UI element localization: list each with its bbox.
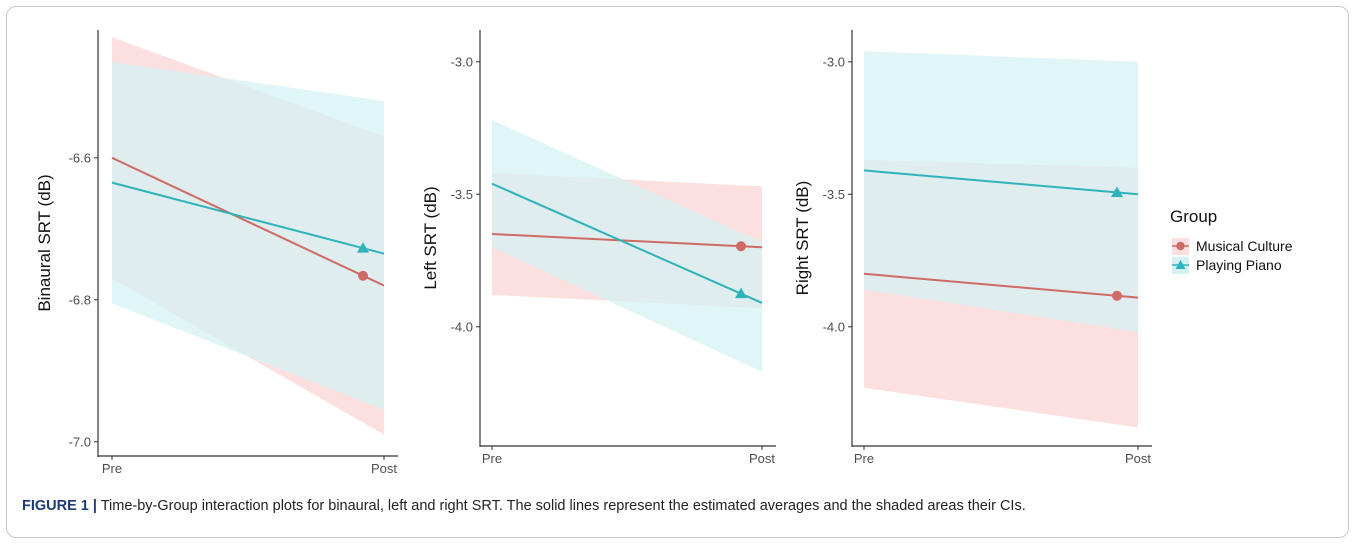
y-tick-label: -6.6	[69, 150, 91, 165]
legend-label: Musical Culture	[1196, 238, 1293, 254]
y-axis-title: Binaural SRT (dB)	[35, 174, 54, 311]
y-tick-label: -3.5	[823, 187, 845, 202]
ci-band-playing-piano	[112, 61, 384, 410]
series-line-musical-culture	[491, 233, 763, 249]
legend: Group Musical Culture Playing Piano	[1170, 207, 1293, 274]
ci-band-playing-piano	[492, 120, 762, 372]
legend-marker-triangle	[1175, 260, 1186, 269]
ci-band-playing-piano	[864, 51, 1138, 333]
panel-3: -3.0 -3.5 -4.0 Pre Post Right SRT (dB)	[793, 30, 1152, 466]
series-line-playing-piano	[491, 182, 763, 304]
series-line-musical-culture	[863, 272, 1139, 299]
y-tick-label: -4.0	[451, 319, 473, 334]
caption-text: Time-by-Group interaction plots for bina…	[96, 498, 1026, 514]
series-line-playing-piano	[111, 181, 385, 255]
point-playing-piano-post	[1111, 186, 1123, 197]
y-tick-label: -4.0	[823, 319, 845, 334]
point-musical-culture-post	[736, 241, 746, 252]
figure-caption: FIGURE 1 | Time-by-Group interaction plo…	[22, 498, 1342, 514]
legend-label: Playing Piano	[1196, 257, 1282, 273]
y-tick-label: -7.0	[69, 434, 91, 449]
x-tick-label: Post	[749, 451, 775, 466]
panel-2: -3.0 -3.5 -4.0 Pre Post Left SRT (dB)	[421, 30, 776, 466]
y-tick-label: -3.0	[823, 54, 845, 69]
panel-1: -6.6 -6.8 -7.0 Pre Post Binaural SRT (dB)	[35, 30, 398, 476]
y-tick-label: -3.5	[451, 187, 473, 202]
series-line-musical-culture	[111, 156, 385, 287]
x-tick-label: Post	[1125, 451, 1151, 466]
point-musical-culture-post	[1112, 290, 1122, 301]
point-playing-piano-post	[357, 242, 369, 253]
series-line-playing-piano	[863, 169, 1139, 196]
x-tick-label: Pre	[102, 461, 122, 476]
point-playing-piano-post	[735, 287, 747, 299]
x-tick-label: Pre	[482, 451, 502, 466]
point-musical-culture-post	[358, 270, 368, 281]
y-axis-title: Left SRT (dB)	[421, 186, 440, 289]
legend-marker-circle	[1176, 241, 1185, 251]
y-tick-label: -3.0	[451, 54, 473, 69]
y-axis-title: Right SRT (dB)	[793, 181, 812, 296]
legend-title: Group	[1170, 207, 1217, 226]
x-tick-label: Pre	[854, 451, 874, 466]
y-tick-label: -6.8	[69, 292, 91, 307]
x-tick-label: Post	[371, 461, 397, 476]
caption-label: FIGURE 1 |	[22, 498, 97, 514]
